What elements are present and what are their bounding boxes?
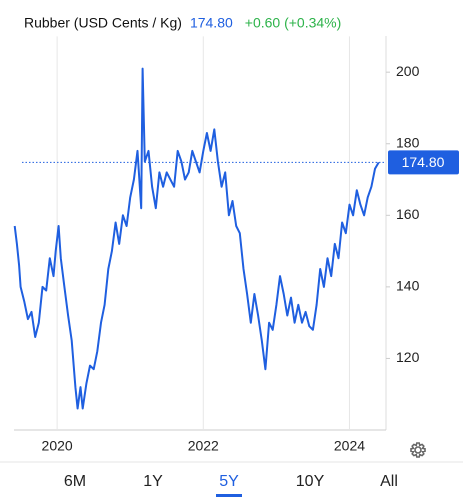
price: 174.80 bbox=[190, 15, 233, 31]
chart-title: Rubber (USD Cents / Kg) bbox=[24, 15, 182, 31]
range-button[interactable]: 5Y bbox=[219, 473, 239, 490]
y-tick-label: 180 bbox=[396, 134, 420, 150]
y-tick-label: 140 bbox=[396, 278, 420, 294]
y-tick-label: 160 bbox=[396, 206, 420, 222]
range-button[interactable]: 6M bbox=[64, 473, 86, 490]
price-tag bbox=[388, 150, 459, 175]
x-tick-label: 2024 bbox=[334, 438, 365, 454]
x-tick-label: 2022 bbox=[188, 438, 219, 454]
range-button[interactable]: All bbox=[380, 473, 398, 490]
range-button[interactable]: 10Y bbox=[296, 473, 325, 490]
y-tick-label: 120 bbox=[396, 349, 420, 365]
settings-icon[interactable] bbox=[410, 442, 426, 458]
x-tick-label: 2020 bbox=[42, 438, 73, 454]
line bbox=[13, 67, 380, 410]
price-tag-label: 174.80 bbox=[402, 154, 445, 170]
range-underline bbox=[216, 494, 242, 497]
range-button[interactable]: 1Y bbox=[143, 473, 163, 490]
y-tick-label: 200 bbox=[396, 63, 420, 79]
change: +0.60 (+0.34%) bbox=[245, 15, 342, 31]
